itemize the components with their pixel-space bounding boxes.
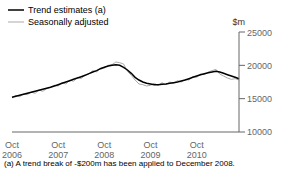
html-text:Trend estimates (a): Trend estimates (a) [28,5,106,15]
html-text:$m: $m [232,17,245,27]
svg-text:20000: 20000 [247,61,272,71]
svg-text:Oct2008: Oct2008 [94,140,114,158]
svg-text:Oct2010: Oct2010 [187,140,207,158]
html-text:(a) A trend break of -$200m ha: (a) A trend break of -$200m has been app… [4,159,235,168]
svg-text:25000: 25000 [247,28,272,38]
svg-text:10000: 10000 [247,127,272,137]
svg-text:Oct2007: Oct2007 [48,140,68,158]
svg-text:15000: 15000 [247,94,272,104]
html-text:Seasonally adjusted: Seasonally adjusted [28,17,109,27]
svg-text:Oct2009: Oct2009 [140,140,160,158]
svg-text:Oct2006: Oct2006 [8,140,22,158]
